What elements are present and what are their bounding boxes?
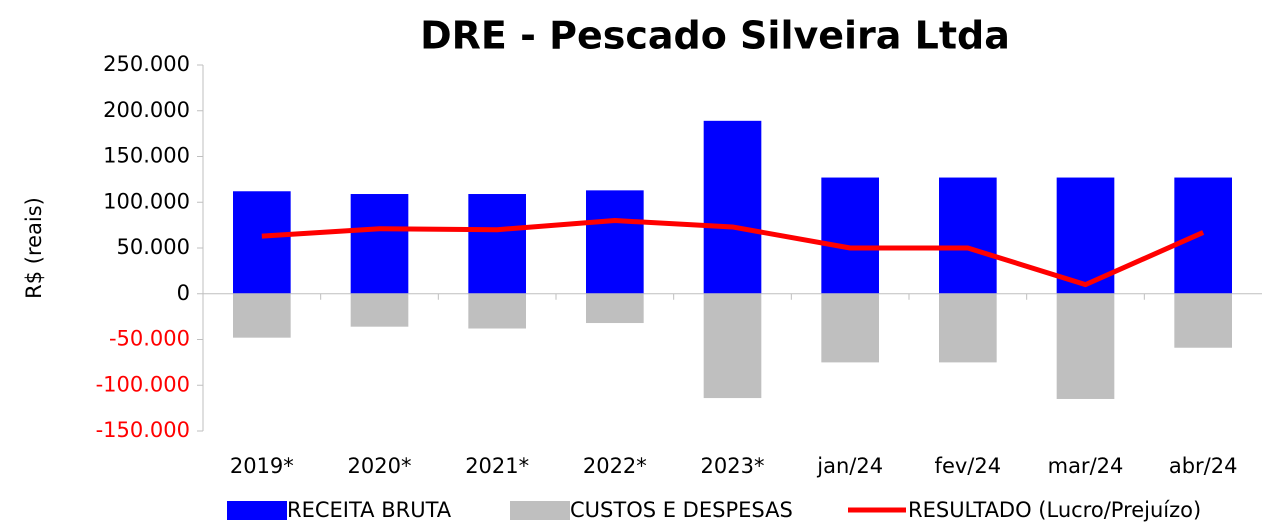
bar (1056, 293, 1115, 399)
bar (586, 293, 644, 324)
chart-title: DRE - Pescado Silveira Ltda (420, 14, 1010, 58)
bar (350, 194, 409, 294)
y-axis-label: R$ (reais) (22, 197, 46, 299)
y-tick-label: -100.000 (96, 372, 190, 396)
bar (350, 293, 409, 327)
y-tick-label: 200.000 (103, 98, 190, 122)
bar (468, 293, 526, 329)
bar (233, 191, 291, 294)
bar (233, 293, 291, 338)
line (261, 218, 1205, 288)
legend-swatch (510, 501, 570, 520)
x-tick-label: 2023* (701, 454, 765, 478)
legend-label: RESULTADO (Lucro/Prejuízo) (908, 498, 1201, 522)
x-tick-label: jan/24 (816, 454, 883, 478)
y-tick-label: 50.000 (117, 235, 190, 259)
bar (468, 194, 526, 294)
bar (821, 293, 879, 363)
x-tick-label: 2019* (230, 454, 294, 478)
x-tick-label: 2022* (583, 454, 647, 478)
x-tick-label: 2020* (348, 454, 412, 478)
y-tick-label: 250.000 (103, 52, 190, 76)
x-tick-label: fev/24 (935, 454, 1002, 478)
y-tick-label: -50.000 (109, 327, 190, 351)
bar (939, 293, 997, 363)
bar (703, 293, 762, 399)
legend-label: RECEITA BRUTA (287, 498, 452, 522)
y-tick-label: -150.000 (96, 418, 190, 442)
x-tick-label: mar/24 (1048, 454, 1124, 478)
legend-label: CUSTOS E DESPESAS (570, 498, 793, 522)
bar (703, 120, 762, 294)
x-tick-label: 2021* (465, 454, 529, 478)
y-tick-label: 0 (177, 281, 190, 305)
bar (939, 177, 997, 294)
bar (821, 177, 879, 294)
bar (586, 190, 644, 294)
x-tick-label: abr/24 (1169, 454, 1238, 478)
bar (1174, 177, 1232, 294)
legend-swatch (227, 501, 287, 520)
bar (1174, 293, 1232, 348)
y-tick-label: 150.000 (103, 144, 190, 168)
y-tick-label: 100.000 (103, 189, 190, 213)
